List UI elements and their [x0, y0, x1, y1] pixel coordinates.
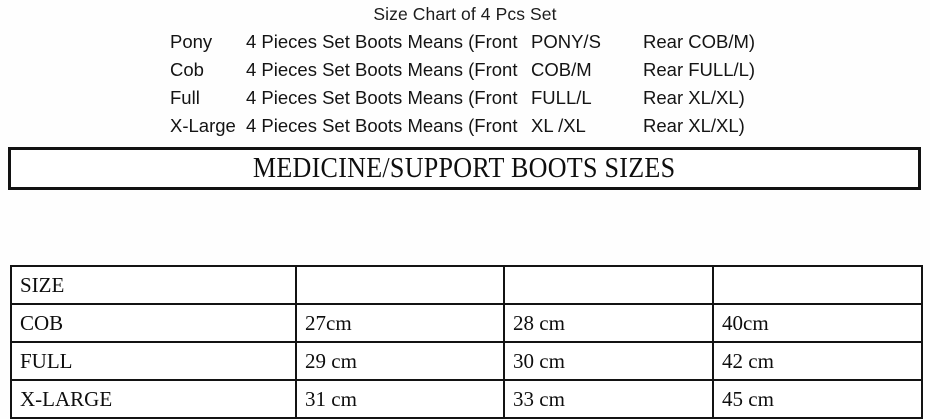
table-cell-measure-2: 33 cm [503, 379, 714, 419]
description-text: 4 Pieces Set Boots Means (Front [246, 59, 518, 80]
table-cell-size: FULL [10, 341, 297, 381]
table-cell-measure-2: 30 cm [503, 341, 714, 381]
description-row-cob: Cob 4 Pieces Set Boots Means (Front COB/… [170, 56, 930, 84]
description-size-label: X-Large [170, 115, 236, 136]
description-rear-size: Rear COB/M) [643, 31, 756, 52]
table-cell-size: COB [10, 303, 297, 343]
table-header-col4 [712, 265, 923, 305]
table-cell-size: X-LARGE [10, 379, 297, 419]
description-size-label: Cob [170, 59, 204, 80]
table-header-size: SIZE [10, 265, 297, 305]
description-text: 4 Pieces Set Boots Means (Front [246, 115, 518, 136]
description-front-size: PONY/S [531, 31, 601, 52]
table-cell-measure-3: 40cm [712, 303, 923, 343]
table-row: COB 27cm 28 cm 40cm [10, 303, 923, 343]
description-rear-size: Rear FULL/L) [643, 59, 756, 80]
description-row-pony: Pony 4 Pieces Set Boots Means (Front PON… [170, 28, 930, 56]
table-cell-measure-1: 31 cm [295, 379, 505, 419]
table-row: X-LARGE 31 cm 33 cm 45 cm [10, 379, 923, 419]
table-cell-measure-3: 45 cm [712, 379, 923, 419]
banner-title: MEDICINE/SUPPORT BOOTS SIZES [253, 152, 676, 184]
table-cell-measure-3: 42 cm [712, 341, 923, 381]
banner-box: MEDICINE/SUPPORT BOOTS SIZES [8, 147, 921, 190]
description-rear-size: Rear XL/XL) [643, 115, 745, 136]
page-title: Size Chart of 4 Pcs Set [373, 4, 557, 24]
table-cell-measure-1: 27cm [295, 303, 505, 343]
table-header-col2 [295, 265, 505, 305]
description-row-xlarge: X-Large 4 Pieces Set Boots Means (Front … [170, 112, 930, 140]
table-header-row: SIZE [10, 265, 923, 305]
description-size-label: Full [170, 87, 200, 108]
description-rear-size: Rear XL/XL) [643, 87, 745, 108]
table-row: FULL 29 cm 30 cm 42 cm [10, 341, 923, 381]
description-front-size: COB/M [531, 59, 592, 80]
description-row-full: Full 4 Pieces Set Boots Means (Front FUL… [170, 84, 930, 112]
description-line-list: Pony 4 Pieces Set Boots Means (Front PON… [170, 28, 930, 140]
description-front-size: XL /XL [531, 115, 586, 136]
description-text: 4 Pieces Set Boots Means (Front [246, 87, 518, 108]
size-table: SIZE COB 27cm 28 cm 40cm FULL 29 cm 30 c… [10, 265, 923, 419]
description-text: 4 Pieces Set Boots Means (Front [246, 31, 518, 52]
size-chart-description-block: Size Chart of 4 Pcs Set Pony 4 Pieces Se… [0, 0, 930, 140]
table-header-col3 [503, 265, 714, 305]
description-size-label: Pony [170, 31, 213, 52]
table-cell-measure-2: 28 cm [503, 303, 714, 343]
description-front-size: FULL/L [531, 87, 592, 108]
table-cell-measure-1: 29 cm [295, 341, 505, 381]
